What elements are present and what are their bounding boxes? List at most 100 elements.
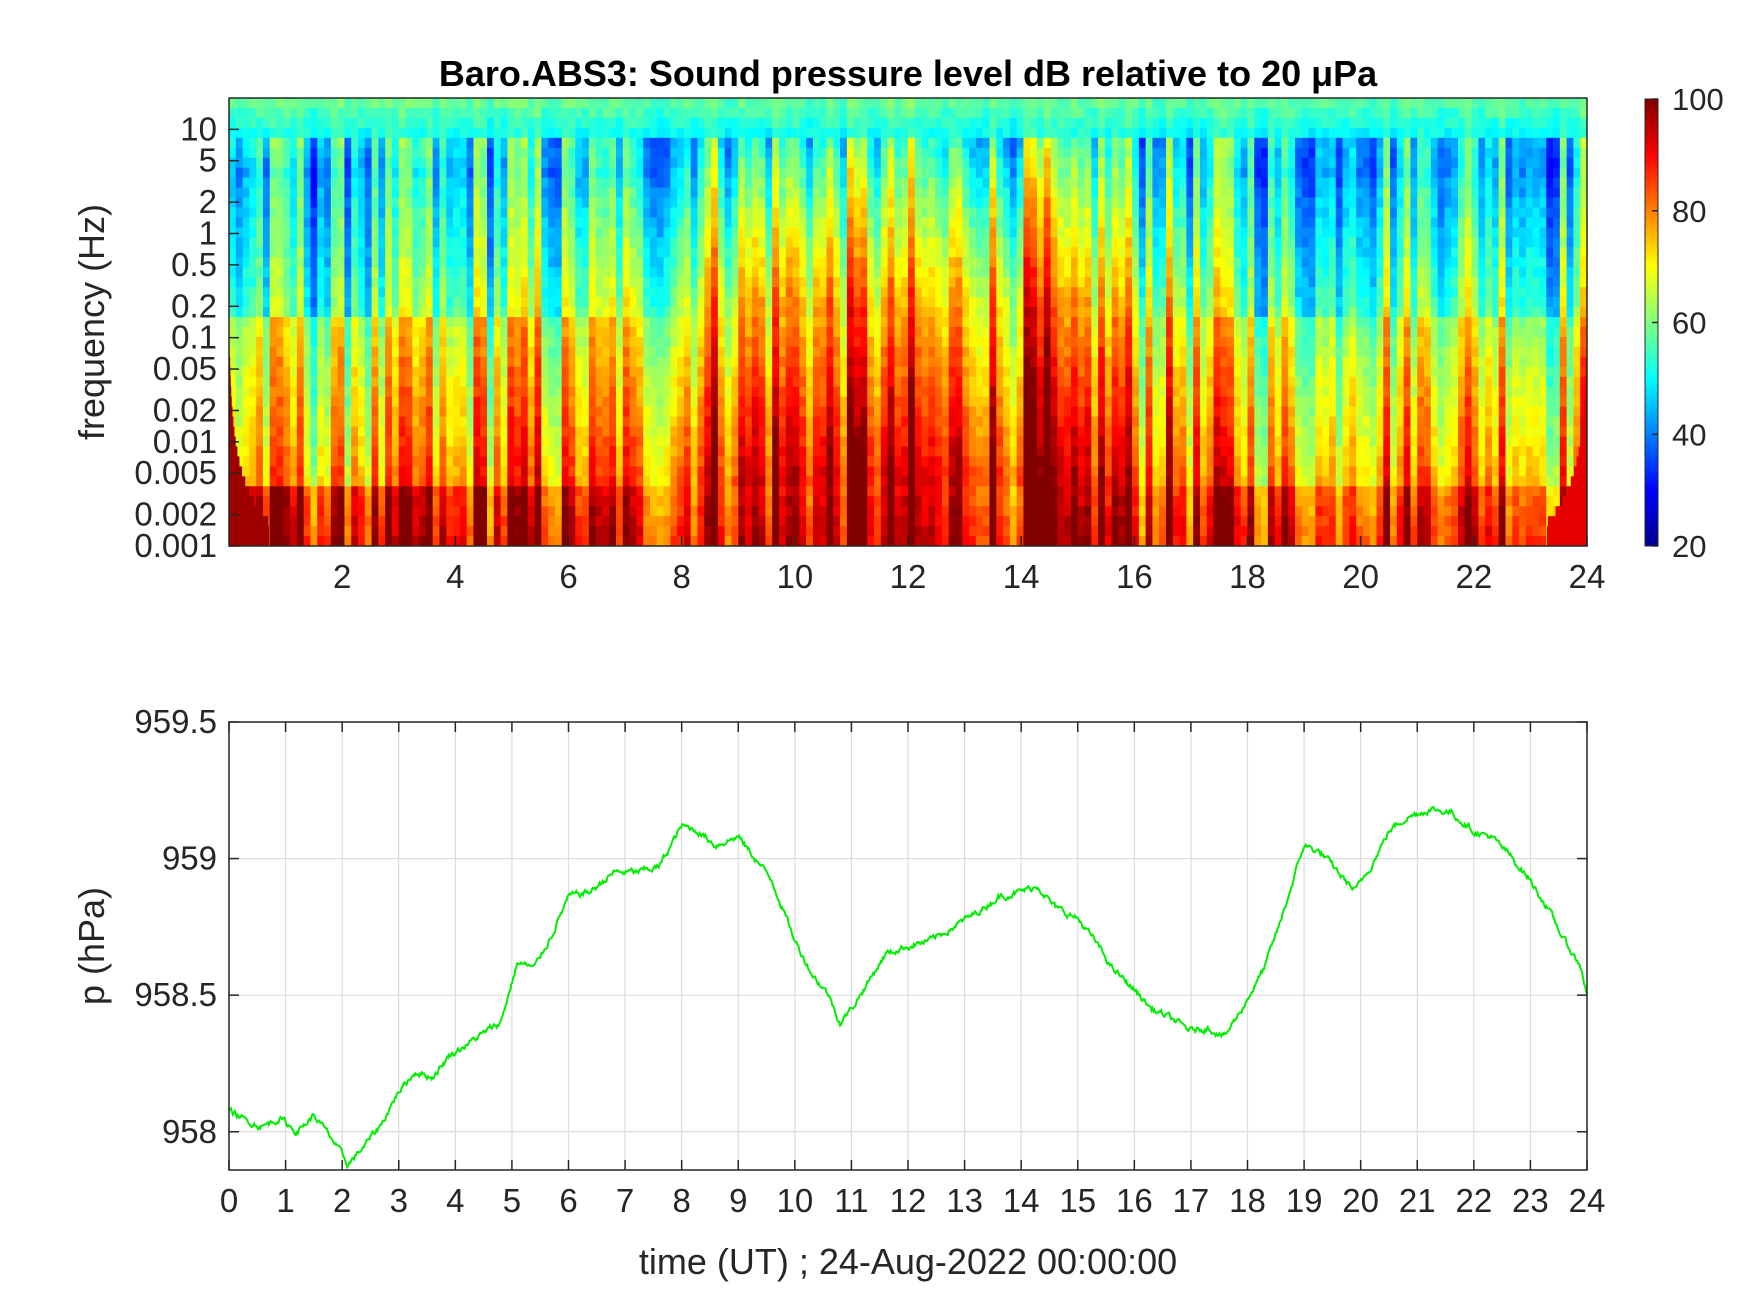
heatmap-cell [745, 307, 753, 318]
heatmap-cell [337, 147, 346, 159]
heatmap-cell [609, 117, 617, 129]
heatmap-cell [717, 137, 726, 149]
heatmap-cell [514, 207, 522, 219]
heatmap-cell [453, 436, 461, 448]
heatmap-cell [371, 237, 379, 248]
heatmap-cell [785, 406, 794, 418]
heatmap-cell [921, 227, 929, 238]
heatmap-cell [235, 147, 244, 159]
heatmap-cell [276, 157, 284, 169]
heatmap-cell [969, 307, 977, 318]
heatmap-cell [819, 317, 828, 328]
heatmap-cell [337, 416, 346, 428]
heatmap-cell [643, 147, 651, 159]
heatmap-cell [643, 366, 651, 378]
heatmap-cell [690, 336, 699, 348]
heatmap-cell [887, 346, 896, 358]
heatmap-cell [683, 466, 692, 477]
heatmap-cell [778, 227, 787, 238]
heatmap-cell [778, 187, 787, 199]
heatmap-cell [344, 317, 352, 328]
heatmap-cell [296, 287, 305, 298]
heatmap-cell [887, 257, 896, 268]
heatmap-cell [439, 247, 447, 258]
heatmap-cell [704, 157, 712, 169]
heatmap-cell [575, 217, 583, 229]
heatmap-cell [290, 98, 298, 109]
heatmap-cell [554, 137, 563, 149]
heatmap-cell [330, 167, 339, 179]
heatmap-cell [887, 207, 896, 219]
heatmap-cell [717, 177, 726, 189]
heatmap-cell [799, 446, 807, 457]
heatmap-cell [880, 297, 889, 308]
heatmap-cell [310, 267, 318, 278]
heatmap-cell [792, 217, 800, 229]
heatmap-cell [819, 526, 828, 537]
heatmap-cell [853, 157, 862, 169]
heatmap-cell [459, 506, 468, 517]
heatmap-cell [928, 406, 936, 418]
heatmap-cell [561, 217, 570, 229]
heatmap-cell [778, 326, 787, 338]
heatmap-cell [636, 317, 644, 328]
heatmap-cell [745, 287, 753, 298]
heatmap-cell [785, 516, 794, 527]
heatmap-cell [785, 187, 794, 199]
heatmap-cell [554, 217, 563, 229]
heatmap-cell [602, 167, 610, 179]
heatmap-cell [853, 137, 862, 149]
heatmap-cell [507, 386, 515, 398]
heatmap-cell [969, 197, 977, 209]
heatmap-cell [745, 147, 753, 159]
heatmap-cell [894, 396, 902, 408]
heatmap-cell [955, 336, 963, 348]
heatmap-cell [724, 167, 733, 179]
heatmap-cell [928, 526, 936, 537]
heatmap-cell [249, 137, 257, 149]
heatmap-cell [792, 366, 800, 378]
heatmap-cell [561, 117, 570, 129]
heatmap-cell [378, 147, 386, 159]
heatmap-cell [344, 247, 352, 258]
heatmap-cell [527, 426, 536, 438]
heatmap-cell [975, 247, 984, 258]
heatmap-cell [711, 496, 719, 507]
heatmap-cell [738, 456, 746, 467]
heatmap-cell [432, 237, 441, 248]
heatmap-cell [765, 117, 773, 129]
heatmap-cell [765, 506, 773, 517]
heatmap-cell [887, 307, 896, 318]
heatmap-cell [649, 287, 658, 298]
heatmap-cell [466, 297, 475, 308]
heatmap-cell [745, 187, 753, 199]
heatmap-cell [256, 207, 264, 219]
heatmap-cell [908, 287, 916, 298]
heatmap-cell [487, 147, 495, 159]
heatmap-cell [514, 127, 522, 139]
heatmap-cell [548, 277, 556, 288]
heatmap-cell [629, 526, 637, 537]
heatmap-cell [344, 237, 352, 248]
heatmap-cell [887, 506, 896, 517]
heatmap-cell [473, 506, 481, 517]
heatmap-cell [711, 247, 719, 258]
heatmap-cell [568, 446, 576, 457]
heatmap-cell [690, 187, 699, 199]
heatmap-cell [493, 456, 502, 467]
heatmap-cell [697, 406, 705, 418]
heatmap-cell [969, 127, 977, 139]
heatmap-cell [507, 336, 515, 348]
heatmap-cell [432, 267, 441, 278]
heatmap-cell [643, 197, 651, 209]
heatmap-cell [670, 207, 678, 219]
heatmap-cell [711, 137, 719, 149]
heatmap-cell [901, 177, 909, 189]
heatmap-cell [391, 356, 400, 368]
heatmap-cell [256, 396, 264, 408]
heatmap-cell [493, 326, 502, 338]
heatmap-cell [575, 386, 583, 398]
heatmap-cell [364, 466, 373, 477]
heatmap-cell [731, 127, 739, 139]
heatmap-cell [901, 336, 909, 348]
